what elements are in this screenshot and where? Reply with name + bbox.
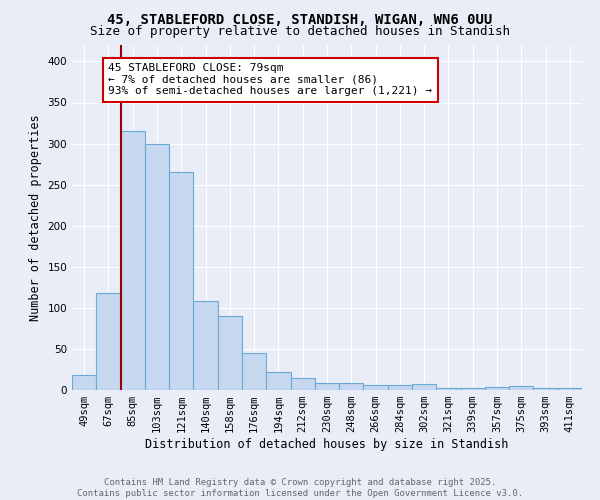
Bar [290,378,315,390]
Bar [242,353,266,390]
Bar [339,384,364,390]
Bar [509,386,533,390]
Text: Size of property relative to detached houses in Standish: Size of property relative to detached ho… [90,25,510,38]
Text: 45, STABLEFORD CLOSE, STANDISH, WIGAN, WN6 0UU: 45, STABLEFORD CLOSE, STANDISH, WIGAN, W… [107,12,493,26]
Bar [412,384,436,390]
Bar [436,388,461,390]
Bar [72,375,96,390]
Bar [145,144,169,390]
Bar [485,386,509,390]
Bar [533,388,558,390]
Bar [461,388,485,390]
Bar [266,372,290,390]
Bar [364,385,388,390]
X-axis label: Distribution of detached houses by size in Standish: Distribution of detached houses by size … [145,438,509,451]
Bar [121,131,145,390]
Y-axis label: Number of detached properties: Number of detached properties [29,114,42,321]
Bar [96,293,121,390]
Bar [169,172,193,390]
Bar [315,382,339,390]
Bar [193,302,218,390]
Bar [218,316,242,390]
Text: 45 STABLEFORD CLOSE: 79sqm
← 7% of detached houses are smaller (86)
93% of semi-: 45 STABLEFORD CLOSE: 79sqm ← 7% of detac… [109,63,433,96]
Text: Contains HM Land Registry data © Crown copyright and database right 2025.
Contai: Contains HM Land Registry data © Crown c… [77,478,523,498]
Bar [388,385,412,390]
Bar [558,388,582,390]
